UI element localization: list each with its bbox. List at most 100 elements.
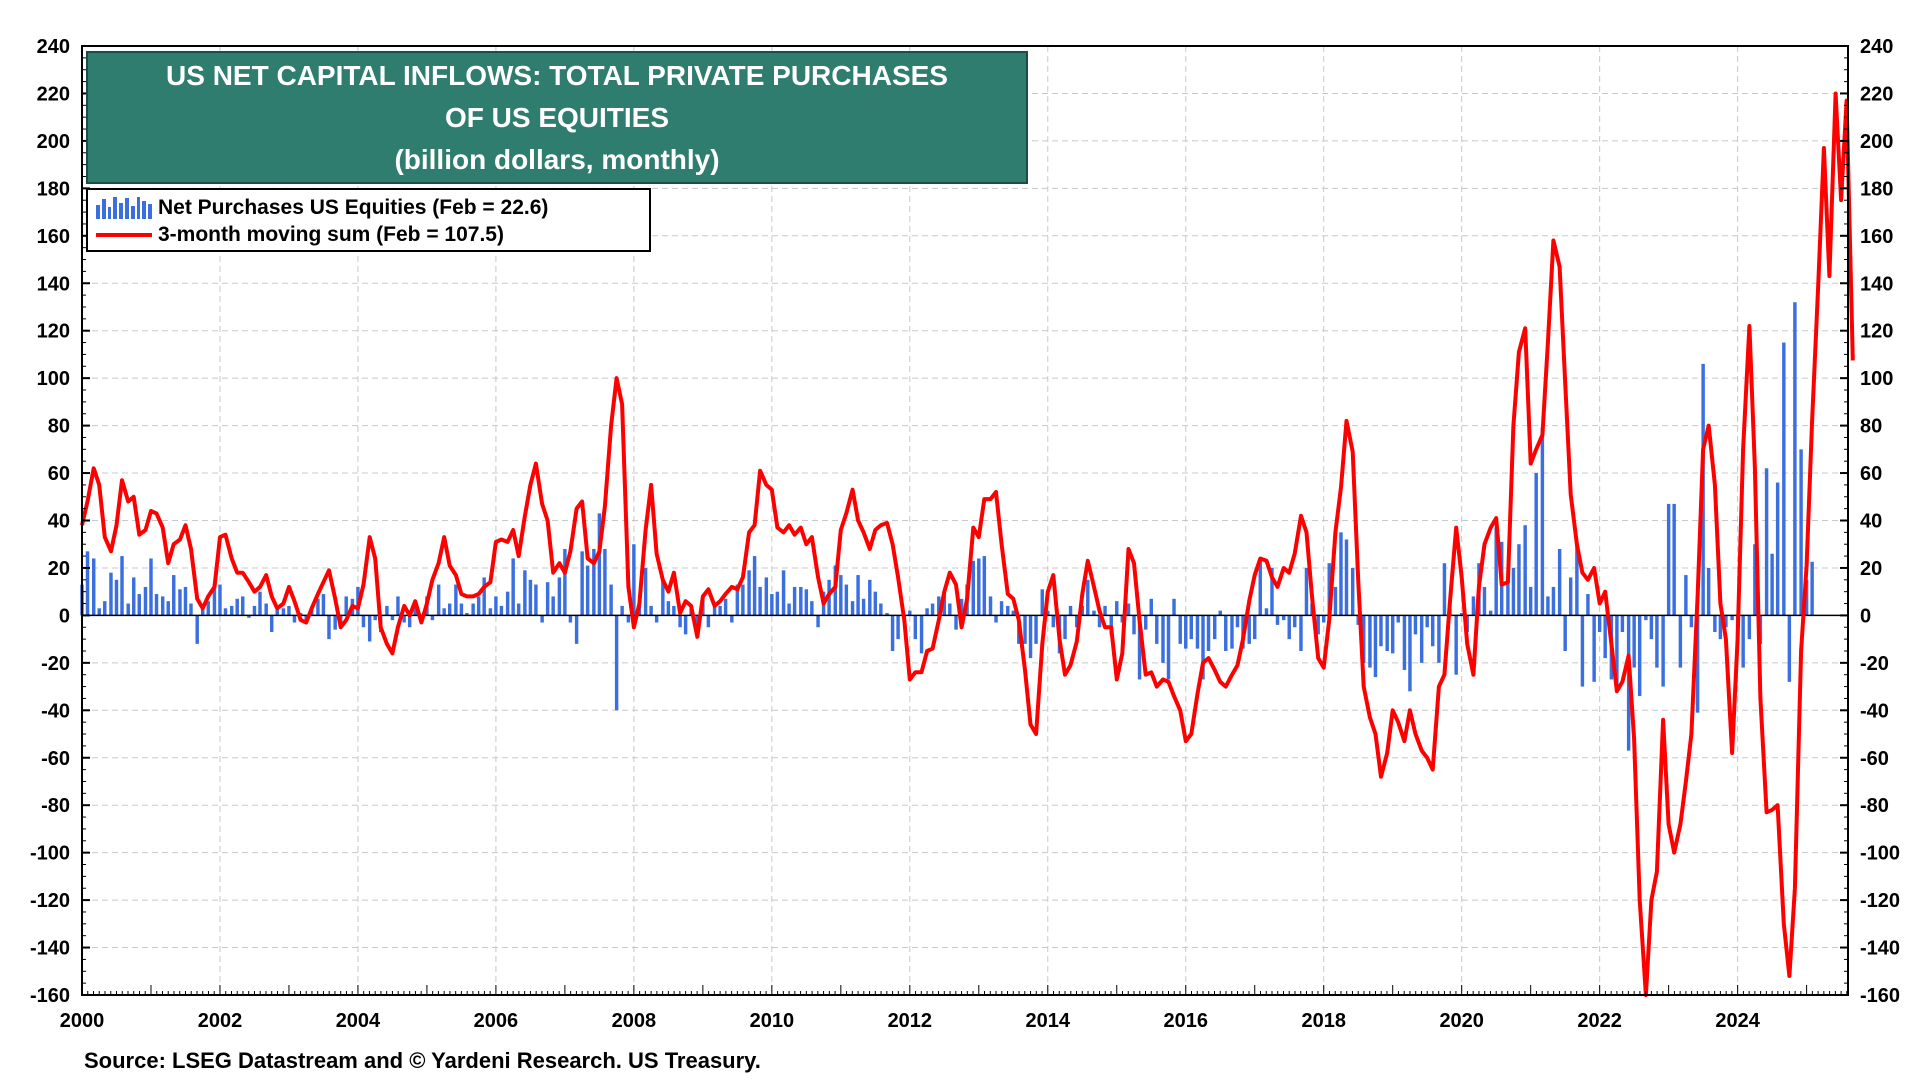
- bar: [1408, 615, 1412, 692]
- bar: [465, 613, 469, 616]
- gridlines: [81, 45, 1848, 996]
- bar: [1103, 605, 1107, 616]
- bar: [1097, 615, 1102, 628]
- bar: [1333, 586, 1338, 616]
- y-tick-label-right: -100: [1860, 843, 1900, 865]
- legend-item-bars: Net Purchases US Equities (Feb = 22.6): [96, 195, 548, 221]
- bar: [649, 605, 653, 616]
- moving-sum-line: [80, 91, 1855, 997]
- x-tick-label: 2004: [336, 1010, 381, 1032]
- bar: [1793, 302, 1797, 616]
- y-tick-label-left: 20: [48, 558, 70, 580]
- x-tick-label: 2024: [1715, 1010, 1760, 1032]
- bar: [126, 603, 130, 616]
- bar: [528, 579, 533, 616]
- bar: [643, 567, 648, 616]
- bar: [1764, 468, 1769, 616]
- bar: [1356, 615, 1360, 625]
- bar: [919, 615, 924, 654]
- bar: [1350, 567, 1355, 616]
- bar: [523, 570, 527, 616]
- bar: [758, 586, 762, 616]
- bar: [1488, 610, 1493, 616]
- bar: [712, 603, 717, 616]
- bar: [1293, 615, 1297, 628]
- bar: [1419, 615, 1424, 663]
- x-tick-label: 2002: [198, 1010, 243, 1032]
- bar: [752, 556, 757, 616]
- bar: [1546, 596, 1550, 616]
- bar: [1316, 615, 1320, 635]
- bar: [1068, 605, 1073, 616]
- y-tick-label-left: 220: [37, 83, 70, 105]
- bar: [1523, 525, 1527, 616]
- bar: [1741, 615, 1745, 668]
- bar: [614, 615, 619, 711]
- right-axis-labels: -160 -140 -120 -100 -80 -60 -40 -20 0 20 40 60 80 100…: [1860, 36, 1900, 1007]
- bar: [252, 605, 257, 616]
- bar: [833, 565, 838, 616]
- bar: [654, 615, 659, 623]
- bar: [1454, 615, 1458, 675]
- bar: [770, 594, 774, 616]
- bar: [592, 548, 596, 616]
- bar: [977, 558, 981, 616]
- bar: [511, 558, 515, 616]
- bar: [1695, 615, 1700, 713]
- bar: [792, 586, 797, 616]
- bar: [1212, 615, 1217, 640]
- y-tick-label-right: -120: [1860, 890, 1900, 912]
- bar: [264, 603, 268, 616]
- bar: [1603, 615, 1607, 659]
- bar: [1155, 615, 1159, 644]
- bar: [1678, 615, 1683, 668]
- bar: [447, 603, 452, 616]
- bar: [488, 608, 493, 616]
- bar: [206, 601, 210, 616]
- bar: [1810, 561, 1814, 616]
- y-tick-label-left: -160: [30, 985, 70, 1007]
- bar: [97, 608, 101, 616]
- x-tick-label: 2012: [888, 1010, 933, 1032]
- y-tick-label-left: -80: [41, 795, 70, 817]
- bar: [402, 615, 406, 623]
- bar: [183, 586, 188, 616]
- bar: [551, 596, 555, 616]
- bar: [223, 608, 228, 616]
- bar: [505, 591, 510, 616]
- bar: [1086, 579, 1090, 616]
- bar: [1730, 615, 1734, 621]
- bar: [1753, 544, 1757, 616]
- bar: [580, 551, 584, 616]
- bar: [799, 586, 803, 616]
- bar: [430, 615, 435, 621]
- bar: [890, 615, 895, 651]
- bar: [1299, 615, 1303, 651]
- bar: [390, 615, 395, 621]
- bar: [189, 603, 193, 616]
- bar: [516, 603, 521, 616]
- bar: [1362, 615, 1366, 663]
- bar: [999, 601, 1004, 616]
- bar: [1689, 615, 1694, 628]
- bar: [1632, 615, 1636, 668]
- bar: [896, 615, 900, 640]
- y-tick-label-left: -140: [30, 938, 70, 960]
- bar: [454, 584, 458, 616]
- bar: [373, 615, 377, 621]
- bar: [747, 570, 751, 616]
- axis-ticks: [81, 45, 1848, 996]
- bar: [1092, 610, 1096, 616]
- bar: [1666, 503, 1671, 616]
- bar: [1075, 615, 1079, 628]
- y-tick-label-left: 120: [37, 321, 70, 343]
- bar: [1661, 615, 1665, 687]
- bar: [482, 577, 486, 616]
- y-tick-label-left: -20: [41, 653, 70, 675]
- bar: [361, 615, 366, 628]
- bar: [149, 558, 153, 616]
- bar: [247, 615, 251, 618]
- bar: [954, 615, 958, 630]
- bar: [1506, 579, 1510, 616]
- bar: [1006, 605, 1010, 616]
